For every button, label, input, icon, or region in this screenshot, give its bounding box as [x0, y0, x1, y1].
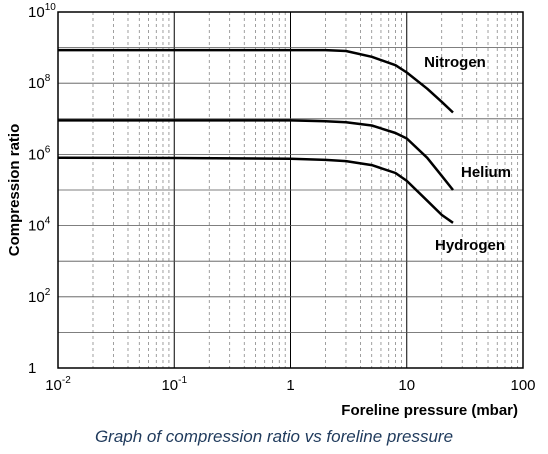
series-label-helium: Helium	[461, 164, 511, 181]
y-tick-exponent: 6	[45, 144, 51, 155]
x-tick-label: 10-2	[45, 375, 71, 394]
x-tick-labels: 10-2 10-1 1 10 100	[45, 375, 535, 394]
series-line-helium	[58, 119, 454, 191]
y-axis-label: Compression ratio	[6, 124, 23, 257]
y-tick-exponent: 4	[45, 216, 51, 227]
y-tick-label: 106	[28, 144, 51, 163]
y-tick-label: 108	[28, 73, 51, 92]
series-layer	[57, 48, 454, 224]
series-labels: Nitrogen Helium Hydrogen	[424, 54, 511, 254]
figure-caption: Graph of compression ratio vs foreline p…	[95, 427, 453, 446]
y-tick-label: 102	[28, 287, 51, 306]
x-tick-label: 10-1	[161, 375, 187, 394]
x-tick-exponent: -2	[62, 375, 71, 386]
y-tick-exponent: 2	[45, 287, 51, 298]
y-tick-label: 104	[28, 216, 51, 235]
x-tick-exponent: -1	[178, 375, 187, 386]
plot-frame	[57, 11, 524, 369]
minor-grid	[92, 12, 519, 368]
series-label-nitrogen: Nitrogen	[424, 54, 486, 71]
x-tick-label: 100	[510, 377, 535, 394]
y-tick-exponent: 10	[45, 2, 57, 13]
series-label-hydrogen: Hydrogen	[435, 237, 505, 254]
series-line-hydrogen	[57, 156, 454, 224]
x-axis-label: Foreline pressure (mbar)	[341, 402, 518, 419]
y-tick-label: 1010	[28, 2, 56, 21]
x-tick-label: 10	[398, 377, 415, 394]
y-tick-label: 1	[28, 360, 36, 377]
x-tick-label: 1	[286, 377, 294, 394]
y-tick-exponent: 8	[45, 73, 51, 84]
series-line-nitrogen	[58, 48, 454, 114]
